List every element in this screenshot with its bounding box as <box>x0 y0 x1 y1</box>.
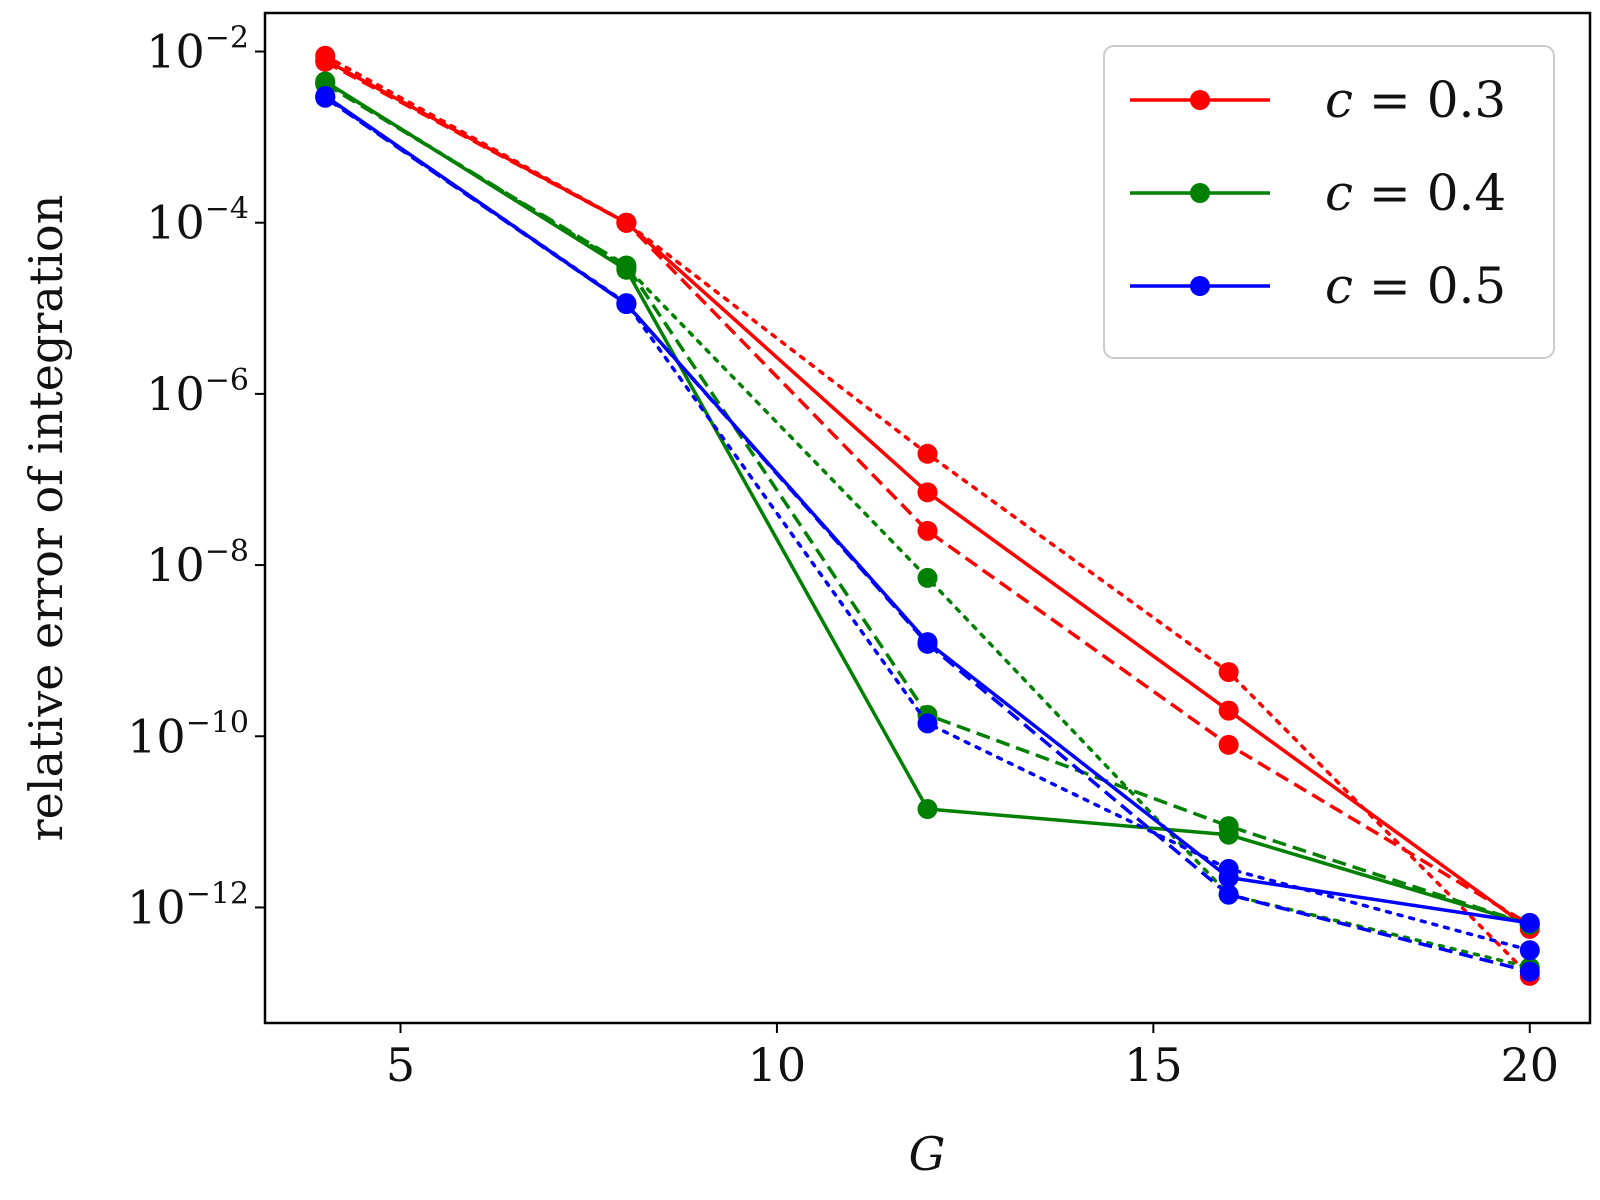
data-point <box>917 713 938 734</box>
y-tick-label: 10−4 <box>146 192 249 250</box>
series-layer <box>315 45 1540 986</box>
data-point <box>1519 940 1540 961</box>
data-point <box>1218 700 1239 721</box>
data-point <box>1218 884 1239 905</box>
y-tick-label: 10−8 <box>146 534 249 592</box>
x-axis: 5 10 15 20 <box>386 1023 1559 1092</box>
series <box>315 86 1540 961</box>
data-point <box>616 257 637 278</box>
data-point <box>917 520 938 541</box>
legend-marker <box>1190 276 1210 296</box>
legend-marker <box>1190 183 1210 203</box>
data-point <box>1218 734 1239 755</box>
data-point <box>315 72 336 93</box>
plot-frame <box>263 11 1592 1025</box>
data-point <box>315 45 336 66</box>
y-axis-label: relative error of integration <box>19 195 73 842</box>
y-axis: 10−2 10−4 10−6 10−8 10−10 10−12 <box>127 21 265 934</box>
legend-label: c = 0.3 <box>1325 71 1506 129</box>
data-point <box>917 443 938 464</box>
data-point <box>917 633 938 654</box>
data-point <box>1519 961 1540 982</box>
data-point <box>1218 858 1239 879</box>
y-tick-label: 10−10 <box>127 705 249 763</box>
y-tick-label: 10−2 <box>146 21 249 79</box>
x-axis-label: G <box>909 1127 946 1181</box>
data-point <box>917 799 938 820</box>
data-point <box>1519 912 1540 933</box>
x-tick-label: 20 <box>1500 1038 1559 1092</box>
legend: c = 0.3 c = 0.4 c = 0.5 <box>1103 45 1555 359</box>
x-tick-label: 5 <box>386 1038 415 1092</box>
legend-box <box>1103 45 1555 359</box>
data-point <box>917 567 938 588</box>
data-point <box>616 212 637 233</box>
data-point <box>917 482 938 503</box>
y-tick-label: 10−12 <box>127 876 249 934</box>
series-line <box>323 95 1532 952</box>
data-point <box>315 86 336 107</box>
data-point <box>616 293 637 314</box>
data-point <box>1218 662 1239 683</box>
y-tick-label: 10−6 <box>146 363 249 421</box>
legend-label: c = 0.4 <box>1325 164 1506 222</box>
data-point <box>1218 816 1239 837</box>
legend-marker <box>1190 90 1210 110</box>
x-tick-label: 10 <box>748 1038 807 1092</box>
x-tick-label: 15 <box>1124 1038 1183 1092</box>
legend-label: c = 0.5 <box>1325 257 1506 315</box>
